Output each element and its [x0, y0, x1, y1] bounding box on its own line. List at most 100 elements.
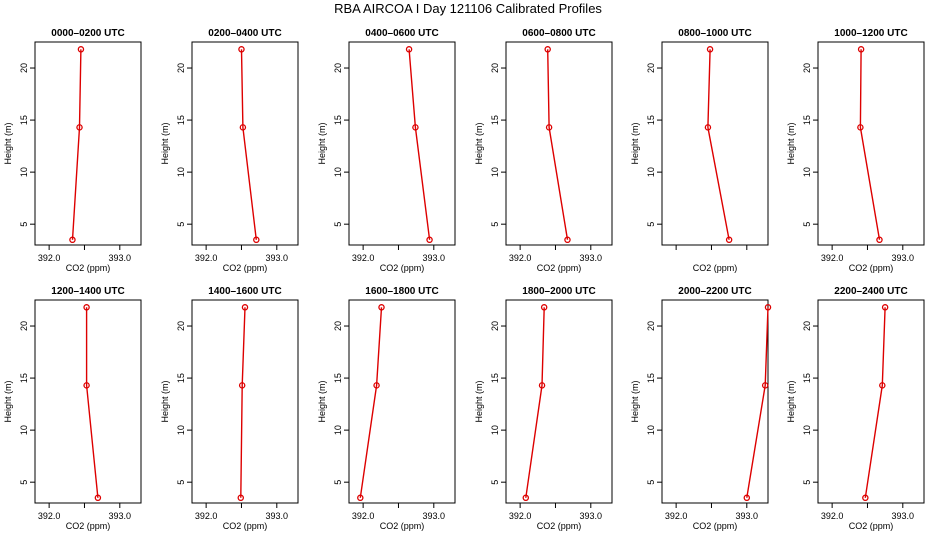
x-tick-label: 393.0	[109, 511, 132, 521]
y-tick-label: 15	[490, 373, 500, 383]
data-point	[238, 382, 246, 389]
panel-title: 0200–0400 UTC	[208, 28, 281, 39]
plot-frame	[34, 41, 142, 246]
y-axis-label: Height (m)	[160, 122, 170, 164]
profile-line	[71, 49, 82, 240]
x-tick-label: 392.0	[821, 511, 844, 521]
y-tick-label: 15	[176, 373, 186, 383]
data-point	[725, 236, 733, 244]
y-axis-label: Height (m)	[3, 122, 13, 164]
data-point	[764, 304, 772, 311]
data-point	[405, 46, 413, 53]
plot-frame	[661, 41, 769, 246]
y-axis-label: Height (m)	[3, 380, 13, 422]
data-point	[538, 382, 546, 389]
y-tick-label: 15	[176, 115, 186, 125]
y-tick-label: 5	[333, 222, 343, 227]
x-tick-label: 393.0	[736, 511, 759, 521]
data-point	[77, 46, 85, 53]
y-tick-label: 10	[802, 167, 812, 177]
x-axis-label: CO2 (ppm)	[223, 263, 268, 273]
x-tick-label: 392.0	[665, 511, 688, 521]
figure-title: RBA AIRCOA I Day 121106 Calibrated Profi…	[334, 1, 602, 16]
y-tick-label: 15	[802, 115, 812, 125]
data-point	[704, 124, 712, 131]
y-tick-label: 15	[802, 373, 812, 383]
data-point	[76, 124, 83, 131]
x-axis-label: CO2 (ppm)	[693, 521, 738, 531]
x-tick-label: 392.0	[195, 253, 218, 263]
chart-panel: 2200–2400 UTC 392.0 393.0 5 10 15 20 CO2 (ppm) H…	[786, 286, 925, 531]
plot-frame	[191, 299, 299, 504]
profile-line	[547, 49, 569, 240]
y-tick-label: 10	[490, 167, 500, 177]
data-point	[881, 304, 889, 311]
profile-line	[85, 307, 99, 498]
plot-frame	[817, 299, 925, 504]
y-axis-label: Height (m)	[786, 380, 796, 422]
y-tick-label: 10	[176, 425, 186, 435]
y-tick-label: 5	[646, 222, 656, 227]
y-tick-label: 15	[19, 373, 29, 383]
y-tick-label: 10	[176, 167, 186, 177]
x-tick-label: 392.0	[195, 511, 218, 521]
data-point	[238, 46, 245, 53]
data-point	[253, 236, 260, 244]
data-point	[857, 124, 864, 131]
y-tick-label: 5	[802, 222, 812, 227]
y-tick-label: 20	[802, 321, 812, 331]
y-tick-label: 10	[333, 425, 343, 435]
x-axis-label: CO2 (ppm)	[66, 263, 111, 273]
y-tick-label: 5	[333, 480, 343, 485]
plot-frame	[505, 41, 613, 246]
y-tick-label: 10	[19, 425, 29, 435]
chart-panel: 1600–1800 UTC 392.0 393.0 5 10 15 20 CO2 (ppm) H…	[317, 286, 456, 531]
plot-frame	[348, 299, 456, 504]
y-tick-label: 20	[176, 63, 186, 73]
y-tick-label: 5	[176, 222, 186, 227]
x-tick-label: 392.0	[38, 253, 61, 263]
y-tick-label: 5	[490, 222, 500, 227]
data-point	[862, 494, 869, 502]
data-point	[564, 236, 571, 244]
x-tick-label: 393.0	[892, 253, 915, 263]
x-axis-label: CO2 (ppm)	[66, 521, 111, 531]
data-point	[83, 382, 90, 389]
y-tick-label: 10	[646, 425, 656, 435]
data-point	[412, 124, 419, 131]
x-tick-label: 392.0	[509, 253, 532, 263]
y-tick-label: 20	[490, 321, 500, 331]
x-axis-label: CO2 (ppm)	[849, 521, 894, 531]
panel-title: 0600–0800 UTC	[522, 28, 595, 39]
y-axis-label: Height (m)	[786, 122, 796, 164]
panel-title: 1000–1200 UTC	[834, 28, 907, 39]
panel-title: 0800–1000 UTC	[678, 28, 751, 39]
data-point	[876, 236, 883, 244]
x-tick-label: 393.0	[892, 511, 915, 521]
data-point	[239, 124, 247, 131]
chart-panel: 2000–2200 UTC 392.0 393.0 5 10 15 20 CO2 (ppm) H…	[630, 286, 772, 531]
y-tick-label: 10	[490, 425, 500, 435]
y-axis-label: Height (m)	[317, 380, 327, 422]
panel-grid: 0000–0200 UTC 392.0 393.0 5 10 15 20 CO2 (ppm) H…	[3, 28, 925, 531]
panel-title: 1800–2000 UTC	[522, 286, 595, 297]
panel-title: 2000–2200 UTC	[678, 286, 751, 297]
chart-panel: 1400–1600 UTC 392.0 393.0 5 10 15 20 CO2 (ppm) H…	[160, 286, 299, 531]
y-axis-label: Height (m)	[630, 122, 640, 164]
y-tick-label: 20	[646, 63, 656, 73]
y-tick-label: 15	[333, 115, 343, 125]
y-tick-label: 20	[490, 63, 500, 73]
y-tick-label: 10	[802, 425, 812, 435]
profile-line	[408, 49, 431, 240]
x-tick-label: 393.0	[423, 253, 446, 263]
x-axis-label: CO2 (ppm)	[849, 263, 894, 273]
x-axis-label: CO2 (ppm)	[380, 521, 425, 531]
x-axis-label: CO2 (ppm)	[537, 521, 582, 531]
y-tick-label: 10	[19, 167, 29, 177]
data-point	[706, 46, 714, 53]
profile-line	[859, 49, 881, 240]
x-tick-label: 393.0	[266, 511, 289, 521]
x-tick-label: 392.0	[38, 511, 61, 521]
y-tick-label: 15	[333, 373, 343, 383]
x-tick-label: 393.0	[580, 511, 603, 521]
